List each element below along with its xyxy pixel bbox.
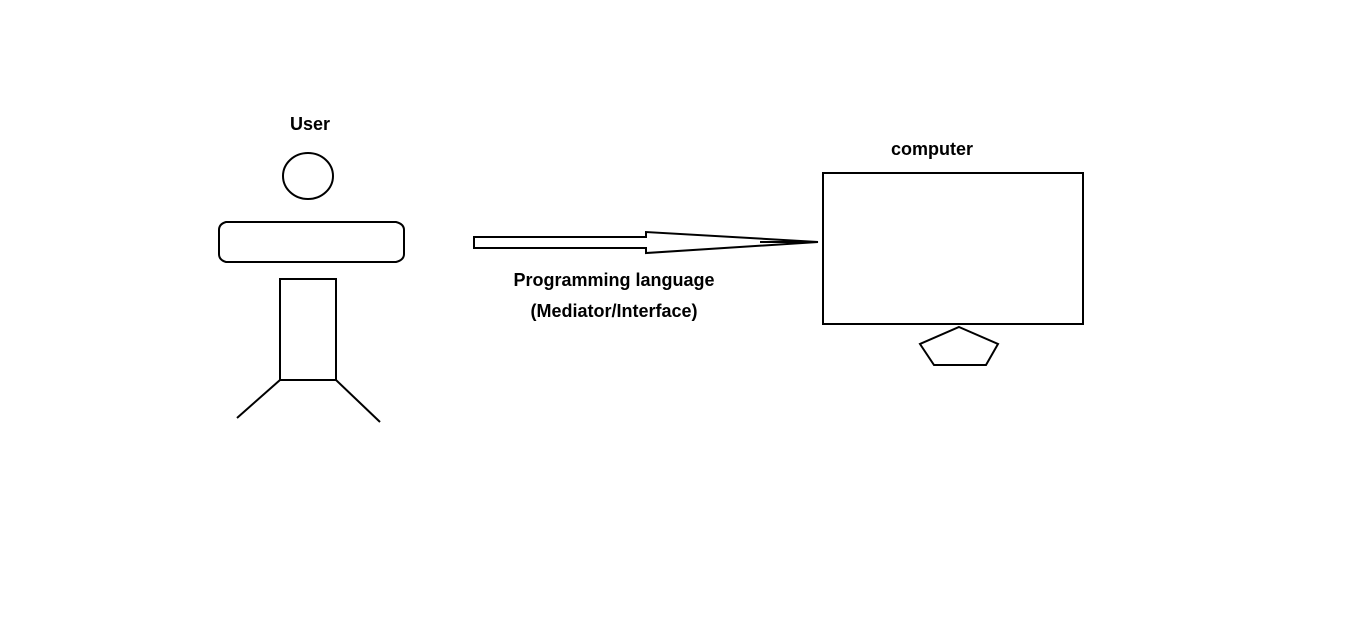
computer-monitor — [822, 172, 1084, 325]
user-body — [279, 278, 337, 381]
user-figure: User — [218, 114, 405, 423]
user-arms — [218, 221, 405, 263]
connector-label-line2: (Mediator/Interface) — [530, 301, 697, 321]
connector-arrow — [473, 230, 819, 255]
connector-label-line1: Programming language — [513, 270, 714, 290]
arrow-shape — [473, 230, 819, 255]
computer-figure: computer — [822, 139, 1084, 366]
computer-stand — [918, 325, 1000, 366]
user-right-leg — [335, 379, 381, 423]
user-label: User — [290, 114, 330, 134]
user-left-leg — [236, 379, 281, 419]
user-head — [282, 152, 334, 200]
computer-label: computer — [891, 139, 973, 159]
